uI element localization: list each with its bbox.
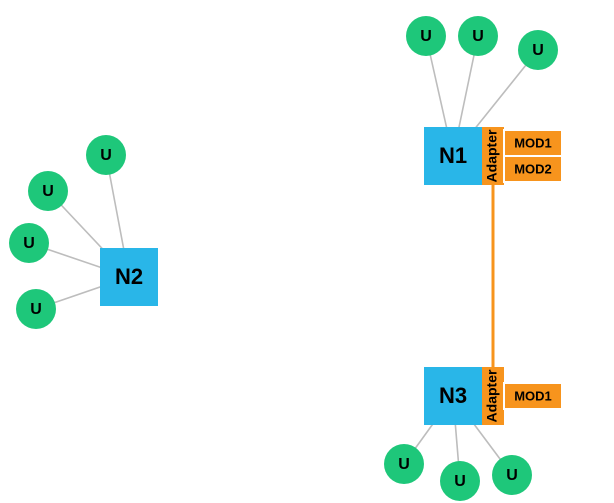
user-node: U [492,455,532,495]
user-label: U [42,183,54,200]
user-label: U [420,28,432,45]
adapter-label: Adapter [484,129,500,182]
user-node: U [16,289,56,329]
mod-label: MOD1 [514,388,552,403]
user-node: U [518,30,558,70]
node-n2: N2 [100,248,158,306]
adapter-label: Adapter [484,369,500,422]
user-label: U [100,147,112,164]
user-node: U [28,171,68,211]
user-label: U [398,456,410,473]
user-node: U [9,223,49,263]
user-label: U [454,473,466,490]
user-label: U [532,42,544,59]
user-label: U [506,467,518,484]
node-label: N2 [115,264,143,289]
user-label: U [30,301,42,318]
node-label: N1 [439,143,467,168]
user-node: U [384,444,424,484]
node-label: N3 [439,383,467,408]
users-layer: U U U U U U U U U U [9,16,558,501]
user-node: U [86,135,126,175]
mod-label: MOD2 [514,161,552,176]
user-node: U [406,16,446,56]
user-label: U [23,235,35,252]
user-node: U [458,16,498,56]
mod-label: MOD1 [514,135,552,150]
node-n3: N3 Adapter MOD1 [424,367,562,425]
node-n1: N1 Adapter MOD1 MOD2 [424,127,562,185]
user-label: U [472,28,484,45]
user-node: U [440,461,480,501]
